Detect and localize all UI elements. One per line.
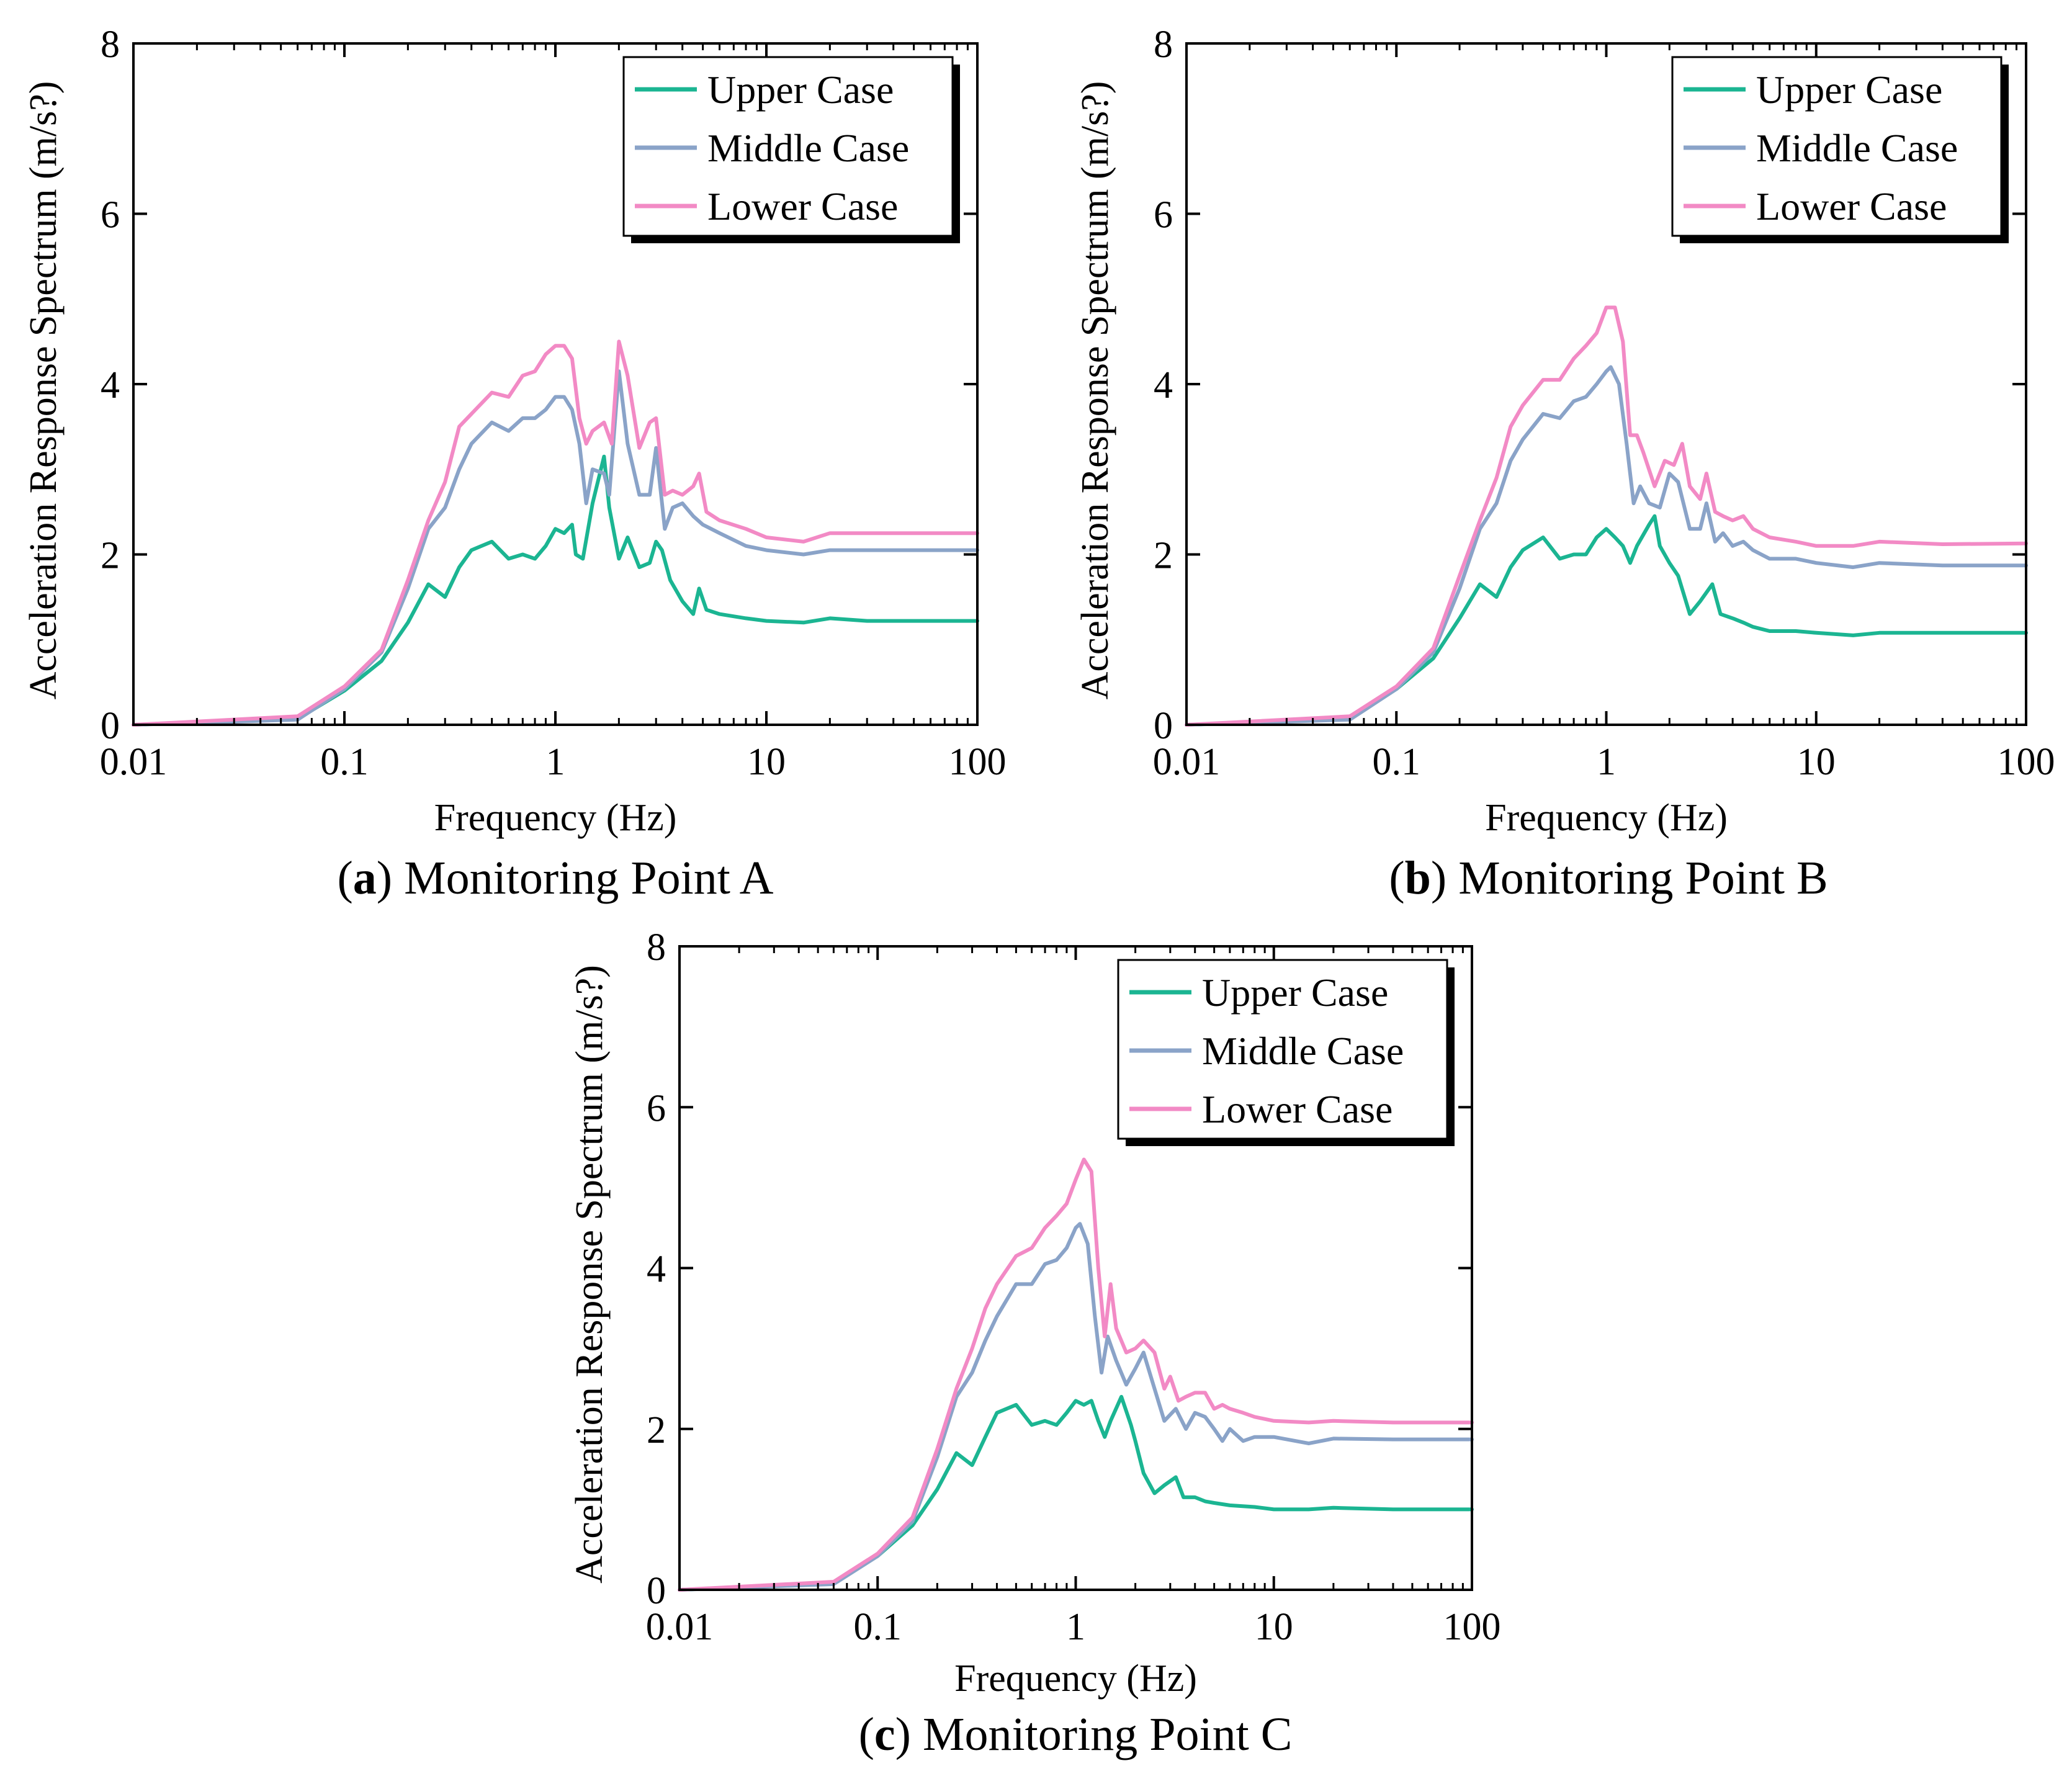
series-line-lower-case [678,1157,1474,1592]
y-tick-label: 8 [1154,24,1173,66]
x-axis-label: Frequency (Hz) [434,797,677,839]
panel-caption: (a) Monitoring Point A [337,852,773,904]
y-tick-label: 4 [1154,364,1173,406]
legend-label: Middle Case [1202,1029,1404,1073]
legend-label: Middle Case [1756,126,1958,170]
x-axis-label: Frequency (Hz) [954,1657,1197,1700]
legend-label: Middle Case [707,126,909,170]
legend-label: Lower Case [1202,1087,1393,1131]
x-tick-label: 10 [1255,1606,1293,1648]
legend-label: Upper Case [707,68,894,112]
y-tick-label: 4 [101,364,120,406]
series-line-upper-case [678,1394,1474,1592]
y-tick-label: 6 [647,1087,666,1129]
x-tick-label: 0.1 [320,741,369,783]
series-group [1185,305,2028,727]
panel-caption: (b) Monitoring Point B [1389,852,1828,904]
x-tick-label: 100 [1998,741,2055,783]
x-tick-label: 1 [1066,1606,1085,1648]
x-tick-label: 1 [1597,741,1616,783]
chart-panel-a: 0.01 0.1 1 10 100 0 2 4 6 8 Frequency (Hz) Accelera… [22,24,1007,904]
series-line-middle-case [678,1222,1474,1592]
series-line-upper-case [1185,514,2028,727]
x-tick-label: 100 [1443,1606,1501,1648]
chart-panel-c: 0.01 0.1 1 10 100 0 2 4 6 8 Frequency (Hz) Accelera… [568,926,1501,1760]
y-tick-label: 0 [647,1570,666,1612]
y-tick-label: 0 [1154,705,1173,747]
series-line-lower-case [132,339,979,727]
y-tick-label: 4 [647,1249,666,1291]
series-line-lower-case [1185,305,2028,727]
x-tick-label: 0.01 [646,1606,714,1648]
legend: Upper Case Middle Case Lower Case [622,56,960,243]
panel-caption: (c) Monitoring Point C [859,1708,1293,1760]
y-tick-label: 8 [101,24,120,66]
series-line-middle-case [1185,365,2028,727]
y-axis-label: Acceleration Response Spectrum (m/s?) [22,81,65,700]
x-tick-label: 0.1 [854,1606,902,1648]
legend-label: Lower Case [707,184,898,228]
series-line-upper-case [132,454,979,727]
y-tick-label: 2 [101,535,120,577]
x-tick-label: 1 [546,741,565,783]
x-tick-label: 10 [1797,741,1836,783]
y-tick-label: 0 [101,705,120,747]
x-axis-label: Frequency (Hz) [1485,797,1728,839]
y-axis-label: Acceleration Response Spectrum (m/s?) [1074,81,1116,700]
y-axis-label: Acceleration Response Spectrum (m/s?) [568,965,611,1584]
legend: Upper Case Middle Case Lower Case [1671,56,2009,243]
legend-label: Upper Case [1756,68,1942,112]
y-tick-label: 2 [1154,535,1173,577]
x-tick-label: 0.01 [1153,741,1221,783]
x-tick-label: 0.01 [100,741,168,783]
y-tick-label: 6 [1154,194,1173,236]
series-group [678,1157,1474,1592]
x-tick-label: 100 [949,741,1007,783]
legend-label: Upper Case [1202,971,1388,1015]
x-tick-label: 0.1 [1373,741,1421,783]
series-group [132,339,979,727]
y-tick-label: 6 [101,194,120,236]
legend-label: Lower Case [1756,184,1947,228]
chart-panel-b: 0.01 0.1 1 10 100 0 2 4 6 8 Frequency (Hz) Accelera… [1074,24,2055,904]
y-tick-label: 8 [647,926,666,969]
series-line-middle-case [132,369,979,727]
legend: Upper Case Middle Case Lower Case [1117,959,1455,1146]
x-tick-label: 10 [747,741,786,783]
y-tick-label: 2 [647,1409,666,1451]
